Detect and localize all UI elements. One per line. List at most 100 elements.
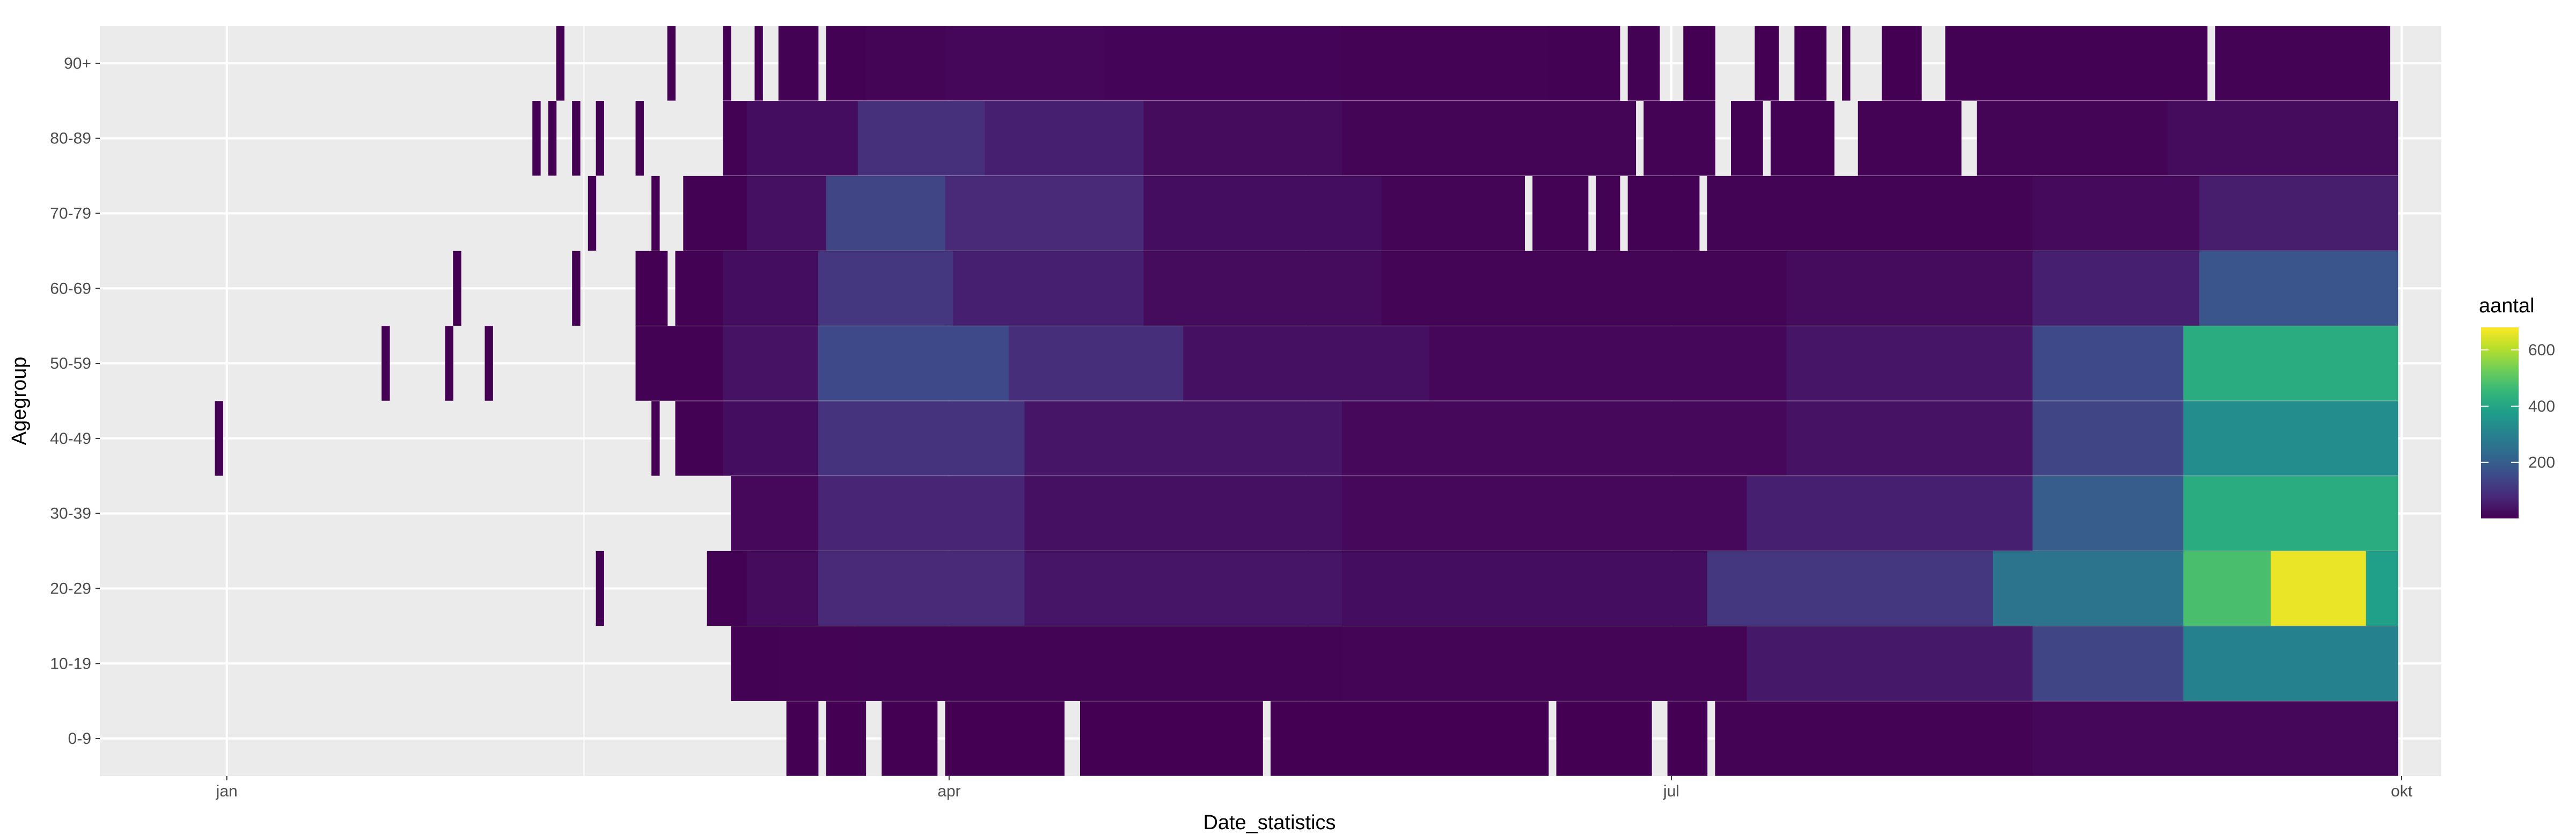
heatmap-cell (746, 175, 827, 251)
heatmap-cell (1715, 701, 2033, 776)
heatmap-cell (723, 401, 819, 476)
heatmap-cell (2366, 551, 2398, 626)
heatmap-cell (635, 251, 668, 326)
heatmap-cell (1143, 251, 1382, 326)
heatmap-cell (1342, 26, 1549, 101)
heatmap-cell (675, 401, 723, 476)
heatmap-cell (381, 326, 390, 401)
y-tick-label: 50-59 (50, 355, 91, 372)
heatmap-cell (786, 701, 819, 776)
heatmap-cell (572, 101, 581, 176)
heatmap-cell (2183, 476, 2398, 551)
heatmap-cell (1707, 551, 1993, 626)
heatmap-cell (818, 251, 953, 326)
heatmap-cell (1596, 175, 1620, 251)
heatmap-cell (651, 401, 660, 476)
heatmap-cell (1842, 26, 1851, 101)
x-tick-label: okt (2391, 782, 2413, 800)
heatmap-cell (826, 175, 946, 251)
heatmap-cell (2199, 251, 2398, 326)
heatmap-cell (1794, 26, 1827, 101)
heatmap-cell (2183, 401, 2398, 476)
y-axis-title: Agegroup (8, 357, 31, 445)
y-tick-label: 70-79 (50, 205, 91, 223)
heatmap-cell (556, 26, 565, 101)
heatmap-cell (1556, 701, 1652, 776)
heatmap-cell (675, 251, 723, 326)
heatmap-cell (635, 101, 644, 176)
y-axis: 0-9 10-19 20-29 30-39 40-49 50-59 60-69 70-79 80… (50, 55, 100, 748)
heatmap-cell (945, 701, 1065, 776)
legend-tick-label: 200 (2528, 454, 2555, 472)
heatmap-cell (1770, 101, 1834, 176)
heatmap-cell (1143, 101, 1342, 176)
heatmap-cell (1977, 101, 2168, 176)
heatmap-cell (1382, 251, 1787, 326)
heatmap-cell (1945, 26, 2208, 101)
heatmap-cell (1024, 476, 1342, 551)
heatmap-cell (1008, 326, 1184, 401)
heatmap-cell (1183, 326, 1430, 401)
heatmap-cell (818, 401, 1025, 476)
heatmap-cell (723, 26, 731, 101)
x-tick-label: jul (1663, 782, 1679, 800)
heatmap-cell (707, 551, 747, 626)
heatmap-cell (945, 26, 1104, 101)
heatmap-cell (2032, 626, 2184, 701)
heatmap-cell (985, 101, 1144, 176)
y-tick-label: 30-39 (50, 505, 91, 523)
heatmap-cell (1746, 476, 2033, 551)
legend: aantal 200 400 600 (2479, 295, 2555, 518)
heatmap-cell (2032, 401, 2184, 476)
heatmap-cell (588, 175, 597, 251)
heatmap-cell (1627, 26, 1660, 101)
heatmap-cell (215, 401, 223, 476)
heatmap-cell (818, 551, 1025, 626)
heatmap-cell (667, 26, 676, 101)
heatmap-cell (723, 326, 819, 401)
heatmap-cell (857, 626, 1342, 701)
heatmap-cell (826, 701, 867, 776)
heatmap-cell (596, 551, 604, 626)
heatmap-cell (1143, 175, 1382, 251)
heatmap-cell (2032, 326, 2184, 401)
heatmap-cell (1627, 175, 1700, 251)
heatmap-cell (1993, 551, 2184, 626)
heatmap-cell (1342, 551, 1708, 626)
heatmap-cell (818, 326, 1009, 401)
x-tick-label: jan (216, 782, 238, 800)
heatmap-cell (445, 326, 453, 401)
heatmap-cell (1429, 326, 1787, 401)
heatmap-tiles (215, 26, 2398, 776)
heatmap-cell (1786, 326, 2033, 401)
y-tick-label: 0-9 (68, 730, 91, 748)
heatmap-cell (1746, 626, 2033, 701)
x-axis-title: Date_statistics (1203, 811, 1335, 834)
heatmap-cell (746, 101, 858, 176)
heatmap-cell (723, 101, 747, 176)
heatmap-cell (1548, 26, 1620, 101)
heatmap-cell (953, 251, 1144, 326)
heatmap-cell (2032, 701, 2398, 776)
legend-tick-label: 400 (2528, 398, 2555, 415)
heatmap-cell (2167, 101, 2398, 176)
x-axis: jan apr jul okt (216, 776, 2413, 800)
heatmap-cell (2183, 551, 2271, 626)
heatmap-cell (1080, 701, 1263, 776)
heatmap-cell (1643, 101, 1716, 176)
heatmap-cell (2032, 476, 2184, 551)
legend-tick-label: 600 (2528, 341, 2555, 359)
heatmap-cell (1667, 701, 1708, 776)
heatmap-cell (826, 26, 867, 101)
heatmap-cell (1786, 401, 2033, 476)
heatmap-cell (2270, 551, 2367, 626)
heatmap-cell (635, 326, 723, 401)
heatmap-cell (1882, 26, 1922, 101)
heatmap-cell (683, 175, 747, 251)
heatmap-cell (596, 101, 604, 176)
heatmap-cell (818, 476, 1025, 551)
heatmap-cell (731, 626, 779, 701)
heatmap-cell (485, 326, 493, 401)
y-tick-label: 10-19 (50, 655, 91, 672)
